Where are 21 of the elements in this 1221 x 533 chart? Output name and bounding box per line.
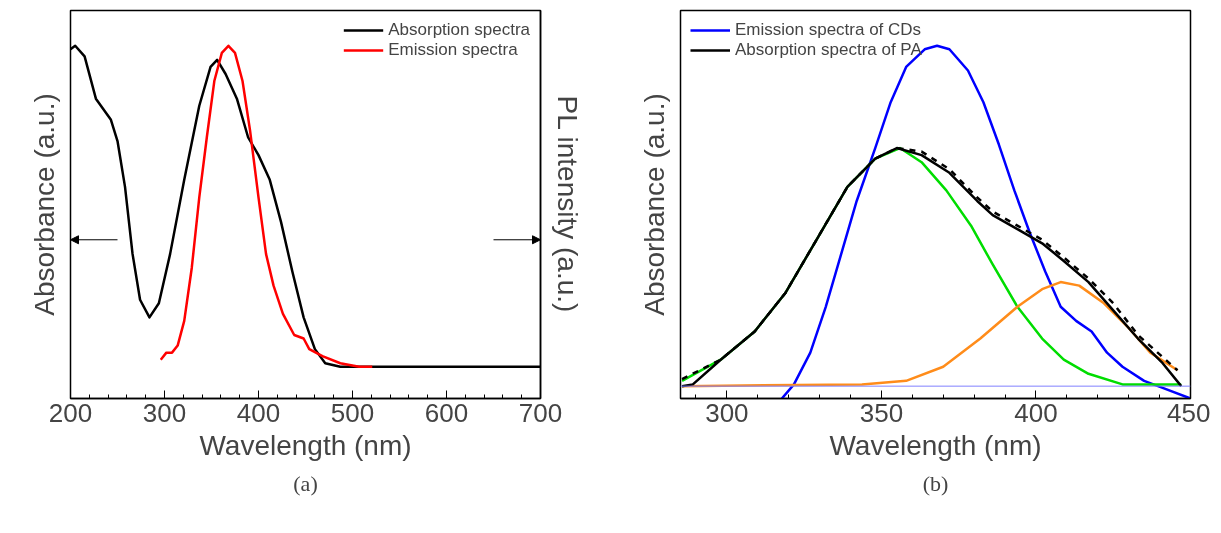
x-tick-label: 350 <box>859 397 904 428</box>
legend-label: Emission spectra of CDs <box>735 20 922 40</box>
x-axis-title: Wavelength (nm) <box>829 429 1042 461</box>
x-tick-label: 700 <box>518 397 563 428</box>
x-tick-label: 400 <box>1014 397 1058 428</box>
legend-label: Absorption spectra of PA <box>735 40 922 60</box>
legend-label: Absorption spectra <box>388 20 530 40</box>
x-tick-label: 400 <box>236 397 281 428</box>
legend-label: Emission spectra <box>388 40 518 60</box>
x-tick-label: 500 <box>330 397 375 428</box>
x-tick-label: 450 <box>1167 397 1211 428</box>
text: (b) <box>922 470 949 496</box>
x-tick-label: 600 <box>424 397 469 428</box>
text: (a) <box>293 470 318 496</box>
x-tick-label: 200 <box>48 397 93 428</box>
x-tick-label: 300 <box>142 397 187 428</box>
y-axis-title: Absorbance (a.u.) <box>28 93 60 316</box>
y-axis-title: Absorbance (a.u.) <box>638 93 670 316</box>
y2-axis-title: PL intensity (a.u.) <box>551 95 583 313</box>
x-tick-label: 300 <box>705 397 749 428</box>
x-axis-title: Wavelength (nm) <box>199 429 412 461</box>
